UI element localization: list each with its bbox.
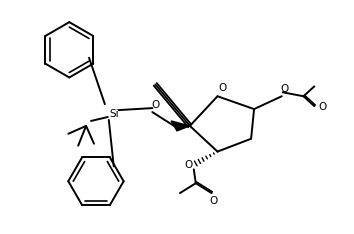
Text: O: O <box>185 161 193 170</box>
Text: O: O <box>210 196 218 206</box>
Text: O: O <box>281 84 289 94</box>
Text: Si: Si <box>109 109 119 119</box>
Polygon shape <box>171 121 190 131</box>
Text: O: O <box>151 100 159 110</box>
Text: O: O <box>218 83 227 93</box>
Text: O: O <box>318 102 326 112</box>
